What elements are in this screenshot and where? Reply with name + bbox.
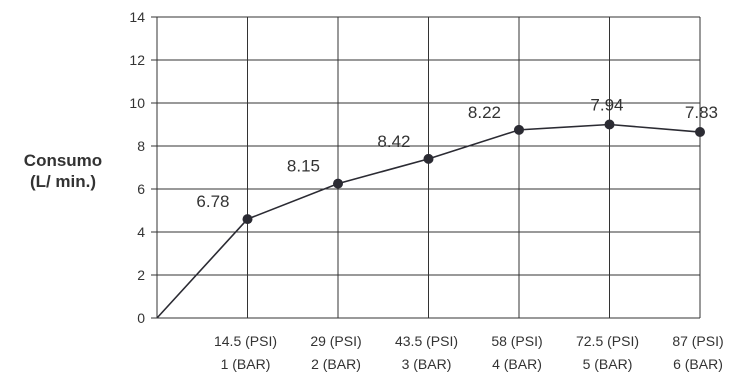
y-tick-label: 14	[129, 9, 145, 25]
data-label: 8.15	[287, 157, 320, 176]
y-tick-label: 6	[137, 181, 145, 197]
data-label: 7.94	[590, 96, 623, 115]
data-point	[333, 178, 343, 189]
y-tick-label: 4	[137, 224, 145, 240]
x-tick-label-bar: 5 (BAR)	[583, 356, 633, 372]
x-tick-label-bar: 4 (BAR)	[492, 356, 542, 372]
y-tick-label: 10	[129, 95, 145, 111]
y-tick-label: 0	[137, 310, 145, 326]
x-tick-label-psi: 72.5 (PSI)	[576, 333, 639, 349]
x-tick-label-psi: 29 (PSI)	[310, 333, 361, 349]
y-axis-label: Consumo (L/ min.)	[8, 150, 118, 192]
y-tick-label: 2	[137, 267, 145, 283]
x-tick-label-psi: 87 (PSI)	[672, 333, 723, 349]
y-tick-label: 12	[129, 52, 145, 68]
data-label: 7.83	[685, 103, 718, 122]
y-tick-label: 8	[137, 138, 145, 154]
y-axis-label-line2: (L/ min.)	[29, 172, 97, 191]
data-point	[604, 119, 615, 130]
data-label: 6.78	[196, 192, 229, 211]
data-point	[242, 214, 253, 225]
y-axis-label-line1: Consumo	[23, 151, 103, 170]
data-label: 8.42	[377, 132, 410, 151]
data-point	[423, 153, 434, 164]
x-tick-label-bar: 6 (BAR)	[673, 356, 723, 372]
x-tick-label-bar: 3 (BAR)	[402, 356, 452, 372]
x-tick-label-bar: 2 (BAR)	[311, 356, 361, 372]
x-tick-label-psi: 43.5 (PSI)	[395, 333, 458, 349]
x-tick-label-psi: 14.5 (PSI)	[214, 333, 277, 349]
data-point	[695, 127, 705, 138]
x-tick-label-bar: 1 (BAR)	[221, 356, 271, 372]
x-tick-label-psi: 58 (PSI)	[491, 333, 542, 349]
data-point	[514, 124, 524, 135]
data-label: 8.22	[468, 103, 501, 122]
